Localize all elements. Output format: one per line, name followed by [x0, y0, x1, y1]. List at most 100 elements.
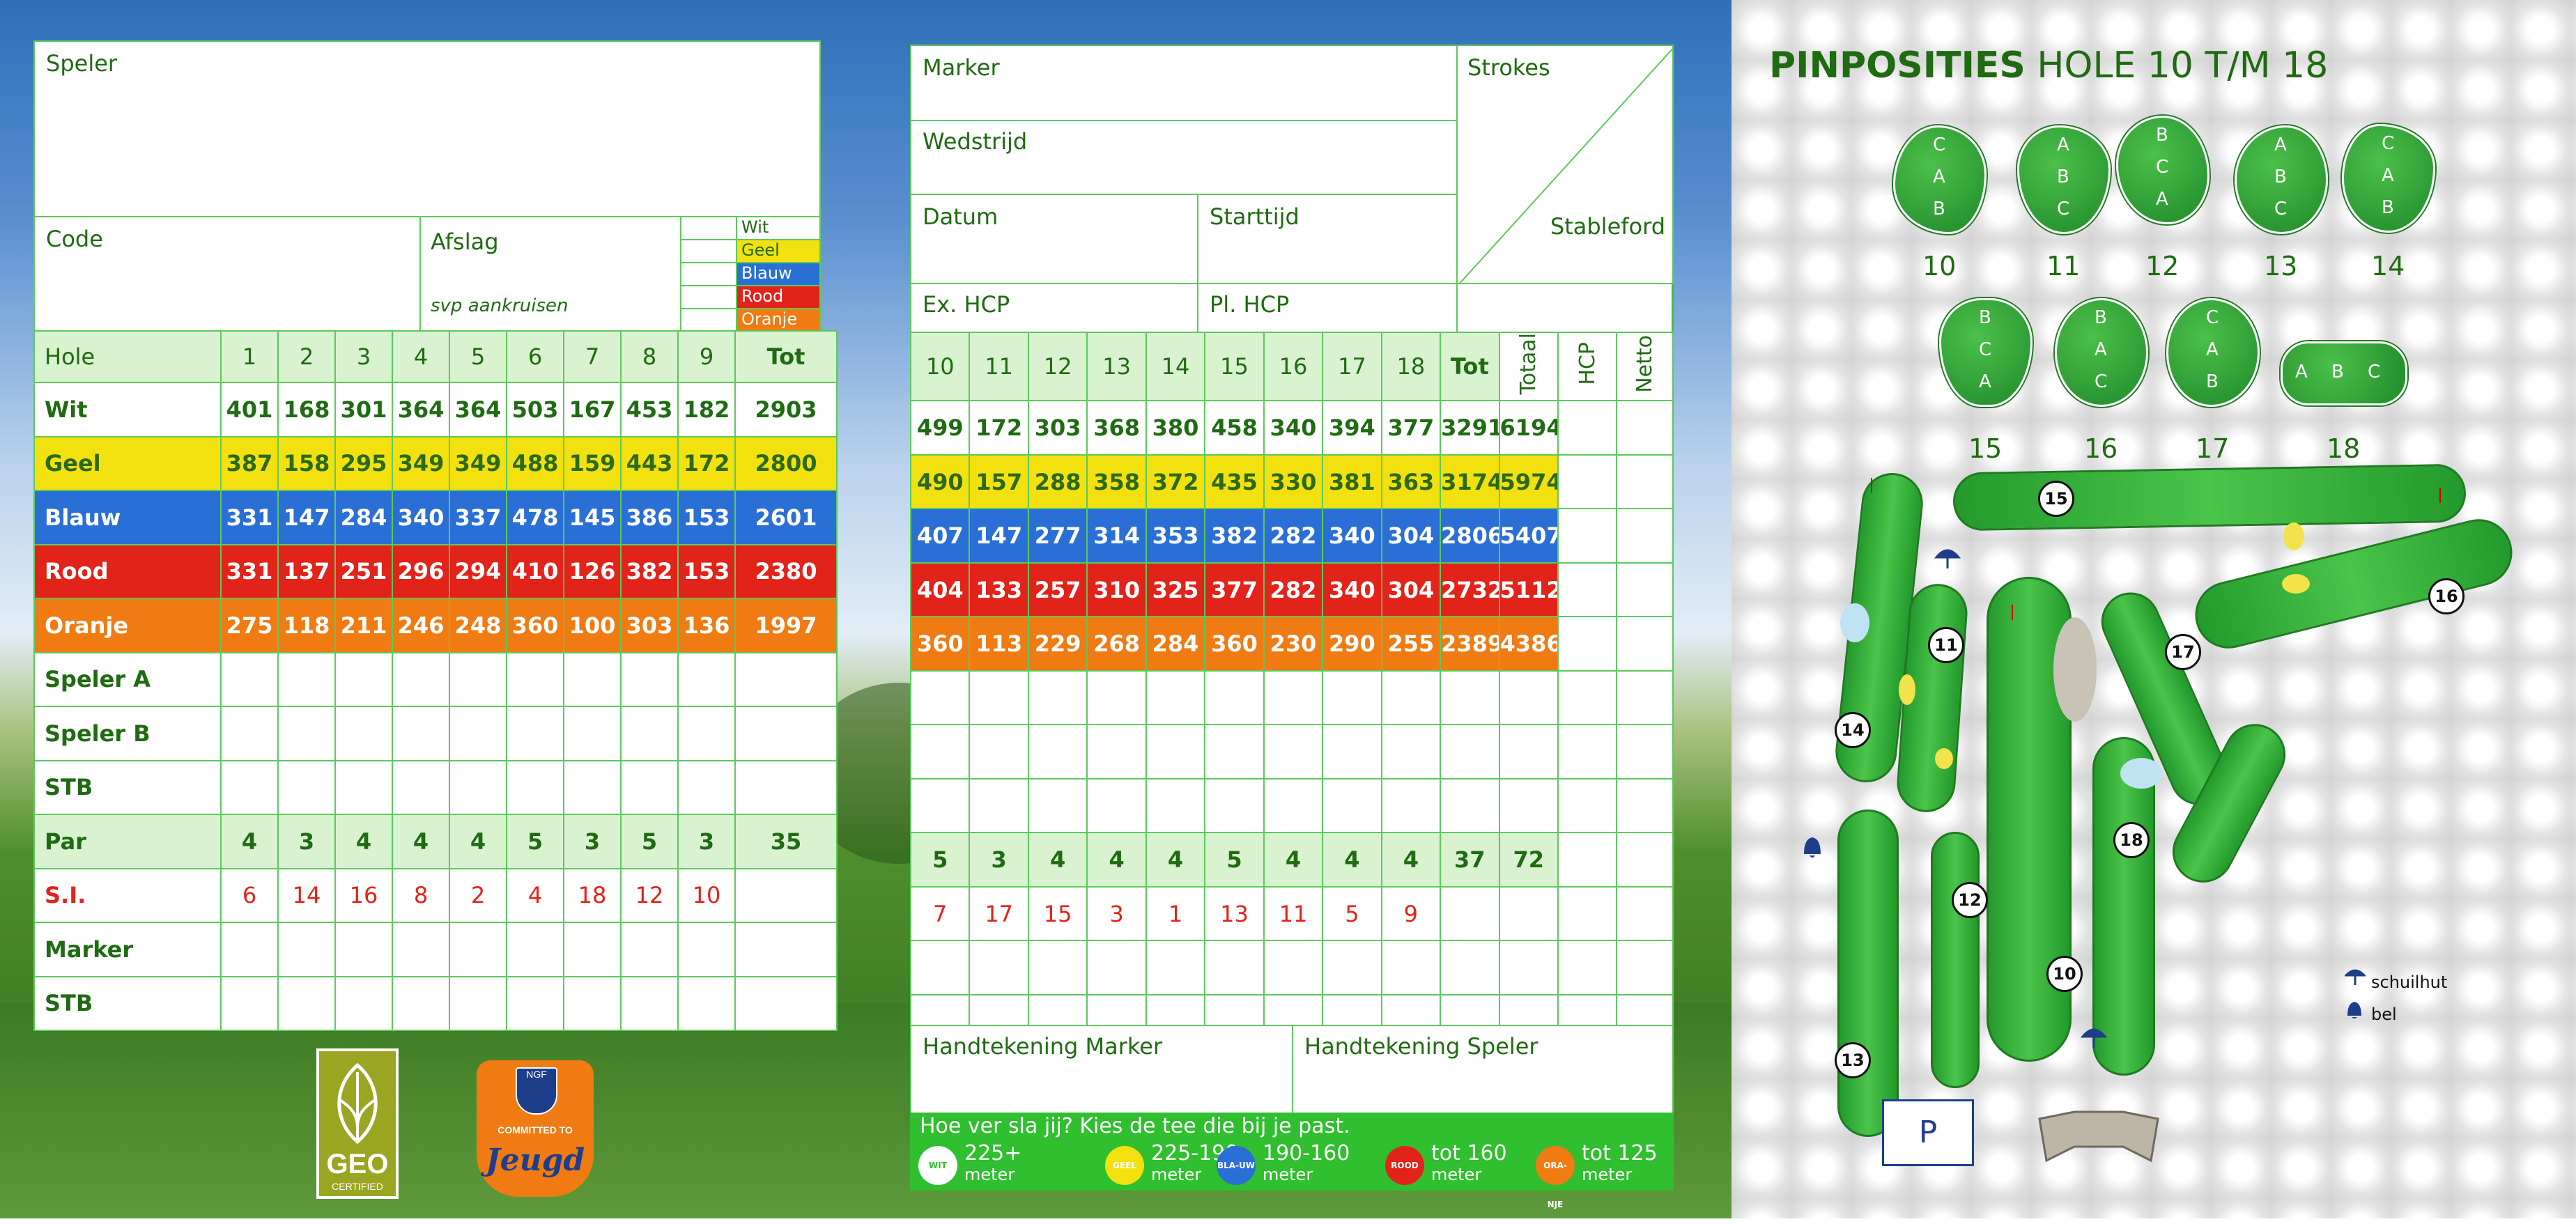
table-cell[interactable] [449, 706, 507, 761]
table-cell[interactable] [1027, 777, 1088, 834]
table-cell[interactable] [392, 975, 450, 1031]
table-cell[interactable] [1086, 724, 1147, 780]
table-cell[interactable] [909, 940, 971, 996]
table-cell[interactable] [1145, 940, 1206, 996]
marker-field[interactable]: Marker [910, 45, 1458, 121]
table-cell[interactable] [969, 777, 1029, 834]
tee-checkbox[interactable] [680, 308, 737, 332]
table-cell[interactable] [334, 922, 393, 977]
table-cell[interactable] [1380, 669, 1442, 726]
table-cell[interactable] [392, 706, 450, 761]
table-cell[interactable] [220, 651, 279, 707]
table-cell[interactable] [277, 922, 336, 977]
table-cell[interactable] [334, 975, 393, 1031]
table-cell[interactable] [1557, 724, 1618, 780]
table-cell[interactable] [1145, 724, 1206, 780]
table-cell[interactable] [1322, 940, 1382, 996]
table-cell[interactable] [1204, 724, 1265, 780]
table-cell[interactable] [1086, 777, 1147, 834]
table-cell[interactable] [1263, 724, 1324, 780]
table-cell[interactable] [220, 759, 279, 815]
table-cell[interactable] [220, 922, 279, 977]
table-cell[interactable] [909, 669, 971, 726]
table-cell[interactable] [220, 706, 279, 761]
table-cell[interactable] [1380, 940, 1442, 996]
table-cell[interactable] [677, 706, 736, 761]
table-cell[interactable] [1557, 616, 1618, 672]
table-cell[interactable] [734, 759, 838, 815]
table-cell[interactable] [1557, 508, 1618, 564]
exhcp-field[interactable]: Ex. HCP [910, 283, 1198, 333]
table-cell[interactable] [1204, 940, 1265, 996]
table-cell[interactable] [563, 922, 622, 977]
table-cell[interactable] [1557, 832, 1618, 888]
table-cell[interactable] [1557, 885, 1618, 942]
table-cell[interactable] [563, 759, 622, 815]
table-cell[interactable] [449, 651, 507, 707]
table-cell[interactable] [277, 759, 336, 815]
table-cell[interactable] [1498, 669, 1559, 726]
table-cell[interactable] [506, 922, 564, 977]
table-cell[interactable] [734, 922, 838, 977]
table-cell[interactable] [1440, 777, 1500, 834]
table-cell[interactable] [969, 940, 1029, 996]
table-cell[interactable] [677, 975, 736, 1031]
table-cell[interactable] [1380, 777, 1442, 834]
table-cell[interactable] [1145, 777, 1206, 834]
table-cell[interactable] [220, 975, 279, 1031]
table-cell[interactable] [677, 651, 736, 707]
table-cell[interactable] [620, 651, 679, 707]
table-cell[interactable] [563, 706, 622, 761]
table-cell[interactable] [1616, 885, 1674, 942]
table-cell[interactable] [620, 706, 679, 761]
code-field[interactable]: Code [33, 216, 421, 332]
speler-field[interactable]: Speler [33, 40, 821, 217]
table-cell[interactable] [677, 922, 736, 977]
table-cell[interactable] [1086, 940, 1147, 996]
tee-checkbox[interactable] [680, 216, 737, 240]
table-cell[interactable] [1145, 669, 1206, 726]
wedstrijd-field[interactable]: Wedstrijd [910, 120, 1458, 195]
table-cell[interactable] [1616, 508, 1674, 564]
table-cell[interactable] [1616, 400, 1674, 456]
table-cell[interactable] [506, 651, 564, 707]
table-cell[interactable] [1263, 669, 1324, 726]
table-cell[interactable] [1616, 454, 1674, 510]
table-cell[interactable] [1263, 940, 1324, 996]
table-cell[interactable] [1204, 669, 1265, 726]
table-cell[interactable] [449, 975, 507, 1031]
table-cell[interactable] [1322, 777, 1382, 834]
table-cell[interactable] [1440, 885, 1500, 942]
tee-checkbox[interactable] [680, 239, 737, 263]
table-cell[interactable] [1440, 669, 1500, 726]
table-cell[interactable] [1380, 724, 1442, 780]
table-cell[interactable] [277, 651, 336, 707]
table-cell[interactable] [334, 706, 393, 761]
table-cell[interactable] [909, 777, 971, 834]
table-cell[interactable] [1027, 940, 1088, 996]
table-cell[interactable] [334, 651, 393, 707]
table-cell[interactable] [1616, 940, 1674, 996]
table-cell[interactable] [734, 706, 838, 761]
table-cell[interactable] [1616, 616, 1674, 672]
table-cell[interactable] [734, 867, 838, 923]
tee-checkbox[interactable] [680, 285, 737, 309]
table-cell[interactable] [506, 706, 564, 761]
table-cell[interactable] [1616, 561, 1674, 618]
table-cell[interactable] [1322, 724, 1382, 780]
datum-field[interactable]: Datum [910, 194, 1198, 284]
table-cell[interactable] [1498, 940, 1559, 996]
table-cell[interactable] [1616, 777, 1674, 834]
handtekening-marker-field[interactable]: Handtekening Marker [910, 1025, 1293, 1114]
table-cell[interactable] [506, 759, 564, 815]
table-cell[interactable] [1616, 669, 1674, 726]
table-cell[interactable] [1557, 940, 1618, 996]
table-cell[interactable] [392, 922, 450, 977]
table-cell[interactable] [1616, 832, 1674, 888]
table-cell[interactable] [1263, 777, 1324, 834]
table-cell[interactable] [1557, 454, 1618, 510]
table-cell[interactable] [1204, 777, 1265, 834]
table-cell[interactable] [1557, 777, 1618, 834]
handtekening-speler-field[interactable]: Handtekening Speler [1292, 1025, 1674, 1114]
table-cell[interactable] [1498, 777, 1559, 834]
